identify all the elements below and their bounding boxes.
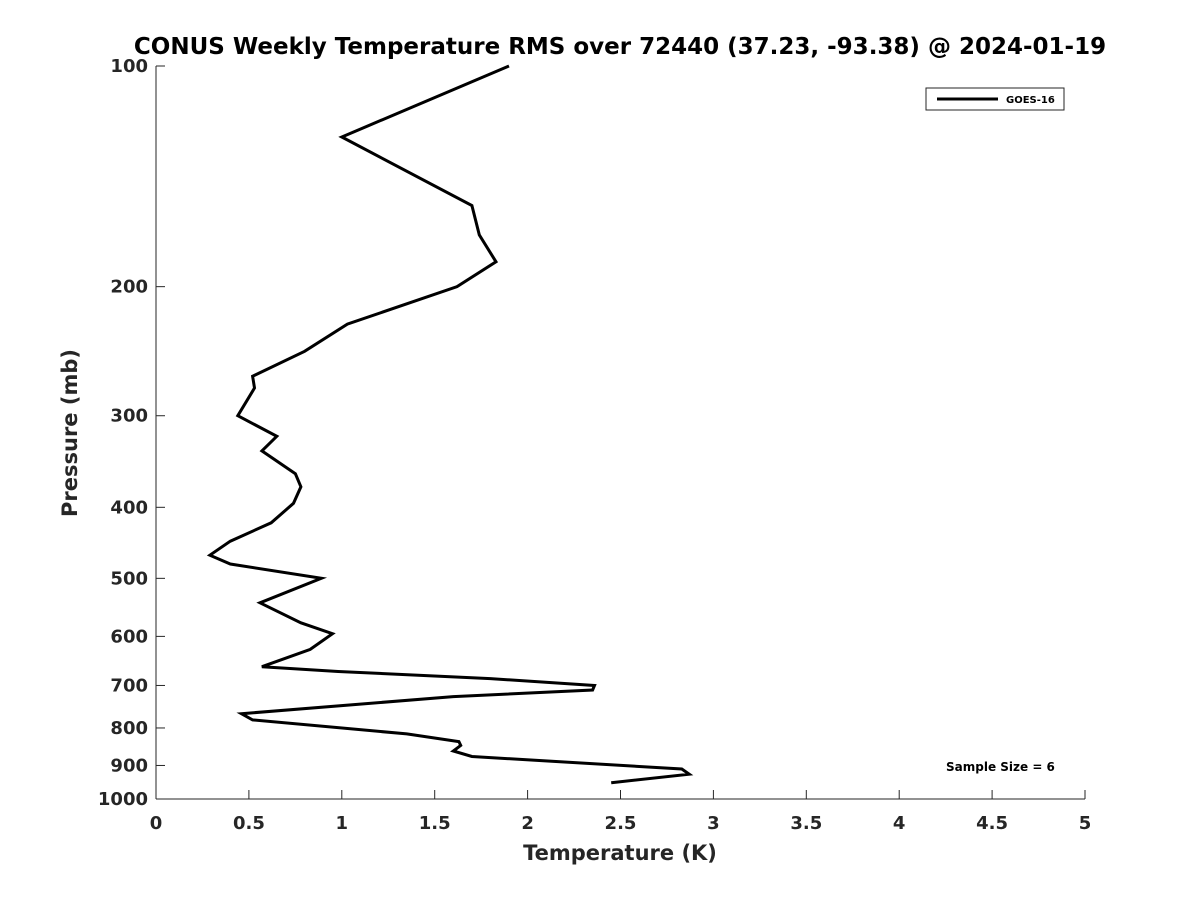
plot-area: 0 0.5 1 1.5 2 2.5 3 3.5 4 4.5 5 100 200 300 400 500 600 7… bbox=[98, 56, 1091, 834]
x-tick-label: 2 bbox=[521, 813, 534, 834]
series-line-goes-16 bbox=[206, 64, 694, 785]
y-tick-label: 600 bbox=[110, 626, 148, 647]
x-tick-label: 4.5 bbox=[976, 813, 1008, 834]
legend-label-goes-16: GOES-16 bbox=[1006, 95, 1055, 106]
y-tick-label: 800 bbox=[110, 718, 148, 739]
y-tick-label: 700 bbox=[110, 675, 148, 696]
x-tick-label: 0.5 bbox=[233, 813, 265, 834]
x-tick-label: 1.5 bbox=[419, 813, 451, 834]
sample-size-annotation: Sample Size = 6 bbox=[946, 760, 1055, 774]
y-tick-label: 200 bbox=[110, 277, 148, 298]
x-tick-label: 3.5 bbox=[790, 813, 822, 834]
legend: GOES-16 bbox=[925, 87, 1065, 111]
y-axis-label: Pressure (mb) bbox=[58, 349, 82, 517]
y-tick-label: 100 bbox=[110, 56, 148, 77]
y-tick-label: 500 bbox=[110, 568, 148, 589]
x-tick-label: 3 bbox=[707, 813, 720, 834]
y-tick-label: 1000 bbox=[98, 789, 148, 810]
chart-title: CONUS Weekly Temperature RMS over 72440 … bbox=[134, 34, 1106, 60]
x-tick-label: 1 bbox=[336, 813, 349, 834]
x-tick-label: 4 bbox=[893, 813, 906, 834]
y-tick-label: 900 bbox=[110, 755, 148, 776]
x-tick-label: 2.5 bbox=[605, 813, 637, 834]
y-tick-label: 400 bbox=[110, 497, 148, 518]
x-tick-label: 5 bbox=[1079, 813, 1092, 834]
x-tick-label: 0 bbox=[150, 813, 163, 834]
y-tick-label: 300 bbox=[110, 406, 148, 427]
x-axis-label: Temperature (K) bbox=[523, 841, 717, 865]
